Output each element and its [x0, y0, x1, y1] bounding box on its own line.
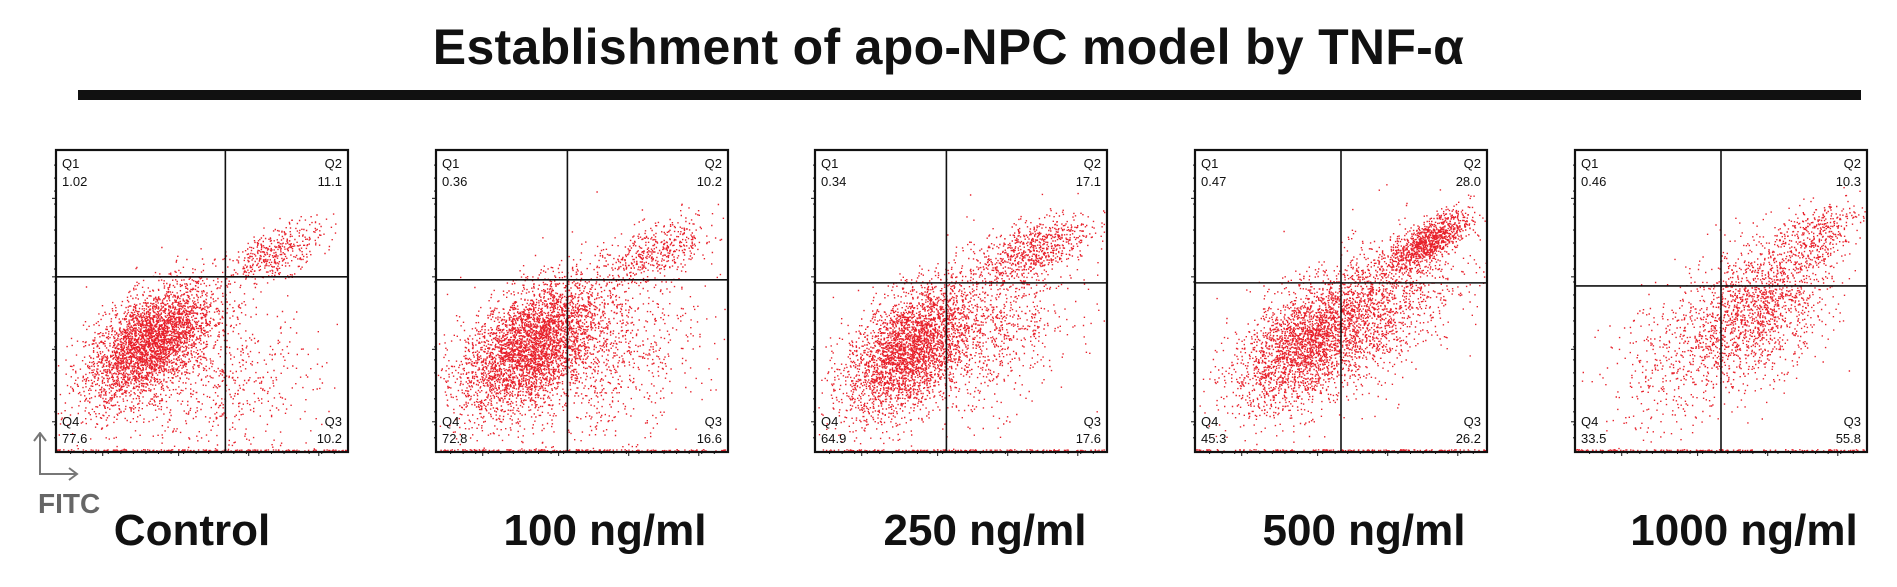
- quadrant-value: 10.3: [1836, 174, 1861, 189]
- plot-frame: [434, 148, 730, 454]
- event-dots: [818, 192, 1108, 452]
- axis-ticks: [1571, 164, 1854, 456]
- scatter-plot: Q1 0.36 Q2 10.2 Q4 72.8 Q3 16.6: [432, 148, 730, 456]
- quadrant-name: Q2: [1844, 156, 1861, 171]
- quadrant-name: Q2: [1084, 156, 1101, 171]
- quadrant-name: Q4: [1581, 414, 1598, 429]
- quadrant-value: 77.6: [62, 431, 87, 446]
- event-dots: [57, 213, 349, 452]
- quadrant-name: Q4: [442, 414, 459, 429]
- condition-label: 100 ng/ml: [503, 506, 707, 555]
- quadrant-name: Q4: [821, 414, 838, 429]
- quadrant-name: Q1: [62, 156, 79, 171]
- quadrant-value: 0.47: [1201, 174, 1226, 189]
- quadrant-value: 0.36: [442, 174, 467, 189]
- quadrant-value: 72.8: [442, 431, 467, 446]
- quadrant-value: 1.02: [62, 174, 87, 189]
- quadrant-name: Q4: [1201, 414, 1218, 429]
- axis-ticks: [811, 164, 1094, 456]
- scatter-plot: Q1 0.46 Q2 10.3 Q4 33.5 Q3 55.8: [1571, 148, 1869, 456]
- condition-label: 500 ng/ml: [1262, 506, 1466, 555]
- quadrant-value: 33.5: [1581, 431, 1606, 446]
- axis-arrows-icon: [33, 432, 79, 481]
- quadrant-name: Q2: [325, 156, 342, 171]
- quadrant-name: Q2: [705, 156, 722, 171]
- quadrant-name: Q1: [1201, 156, 1218, 171]
- quadrant-name: Q1: [442, 156, 459, 171]
- plot-frame: [54, 148, 350, 454]
- quadrant-name: Q3: [1464, 414, 1481, 429]
- quadrant-name: Q3: [705, 414, 722, 429]
- quadrant-name: Q3: [1084, 414, 1101, 429]
- flow-plot-250: Q1 0.34 Q2 17.1 Q4 64.9 Q3 17.6: [811, 146, 1111, 456]
- flow-plot-500: Q1 0.47 Q2 28.0 Q4 45.3 Q3 26.2: [1191, 146, 1491, 456]
- condition-label: 1000 ng/ml: [1630, 506, 1858, 555]
- scatter-plot: Q1 0.34 Q2 17.1 Q4 64.9 Q3 17.6: [811, 148, 1109, 456]
- quadrant-name: Q1: [821, 156, 838, 171]
- quadrant-value: 55.8: [1836, 431, 1861, 446]
- quadrant-name: Q3: [1844, 414, 1861, 429]
- quadrant-name: Q3: [325, 414, 342, 429]
- flow-plot-100: Q1 0.36 Q2 10.2 Q4 72.8 Q3 16.6: [432, 146, 732, 456]
- quadrant-value: 45.3: [1201, 431, 1226, 446]
- quadrant-name: Q1: [1581, 156, 1598, 171]
- quadrant-value: 0.46: [1581, 174, 1606, 189]
- y-axis-hint: PI: [0, 430, 2, 455]
- quadrant-value: 10.2: [697, 174, 722, 189]
- title-rule: [78, 90, 1861, 100]
- figure-title: Establishment of apo-NPC model by TNF-α: [432, 19, 1465, 75]
- axis-ticks: [432, 164, 715, 456]
- quadrant-name: Q2: [1464, 156, 1481, 171]
- condition-label: Control: [113, 506, 271, 555]
- quadrant-value: 28.0: [1456, 174, 1481, 189]
- scatter-plot: Q1 1.02 Q2 11.1 Q4 77.6 Q3 10.2: [52, 148, 350, 456]
- quadrant-value: 11.1: [318, 174, 342, 189]
- quadrant-value: 17.6: [1076, 431, 1101, 446]
- x-axis-hint: FITC: [38, 488, 101, 519]
- flow-plot-control: Q1 1.02 Q2 11.1 Q4 77.6 Q3 10.2: [52, 146, 352, 456]
- flow-plot-1000: Q1 0.46 Q2 10.3 Q4 33.5 Q3 55.8: [1571, 146, 1871, 456]
- quadrant-value: 26.2: [1456, 431, 1481, 446]
- event-dots: [1575, 187, 1868, 452]
- quadrant-value: 16.6: [697, 431, 722, 446]
- quadrant-value: 0.34: [821, 174, 846, 189]
- event-dots: [437, 191, 727, 452]
- quadrant-value: 64.9: [821, 431, 846, 446]
- event-dots: [1195, 184, 1487, 452]
- axis-ticks: [1191, 164, 1474, 456]
- scatter-plot: Q1 0.47 Q2 28.0 Q4 45.3 Q3 26.2: [1191, 148, 1489, 456]
- axis-ticks: [52, 164, 335, 456]
- quadrant-value: 17.1: [1076, 174, 1101, 189]
- quadrant-value: 10.2: [317, 431, 342, 446]
- condition-label: 250 ng/ml: [883, 506, 1087, 555]
- plot-frame: [813, 148, 1109, 454]
- quadrant-name: Q4: [62, 414, 79, 429]
